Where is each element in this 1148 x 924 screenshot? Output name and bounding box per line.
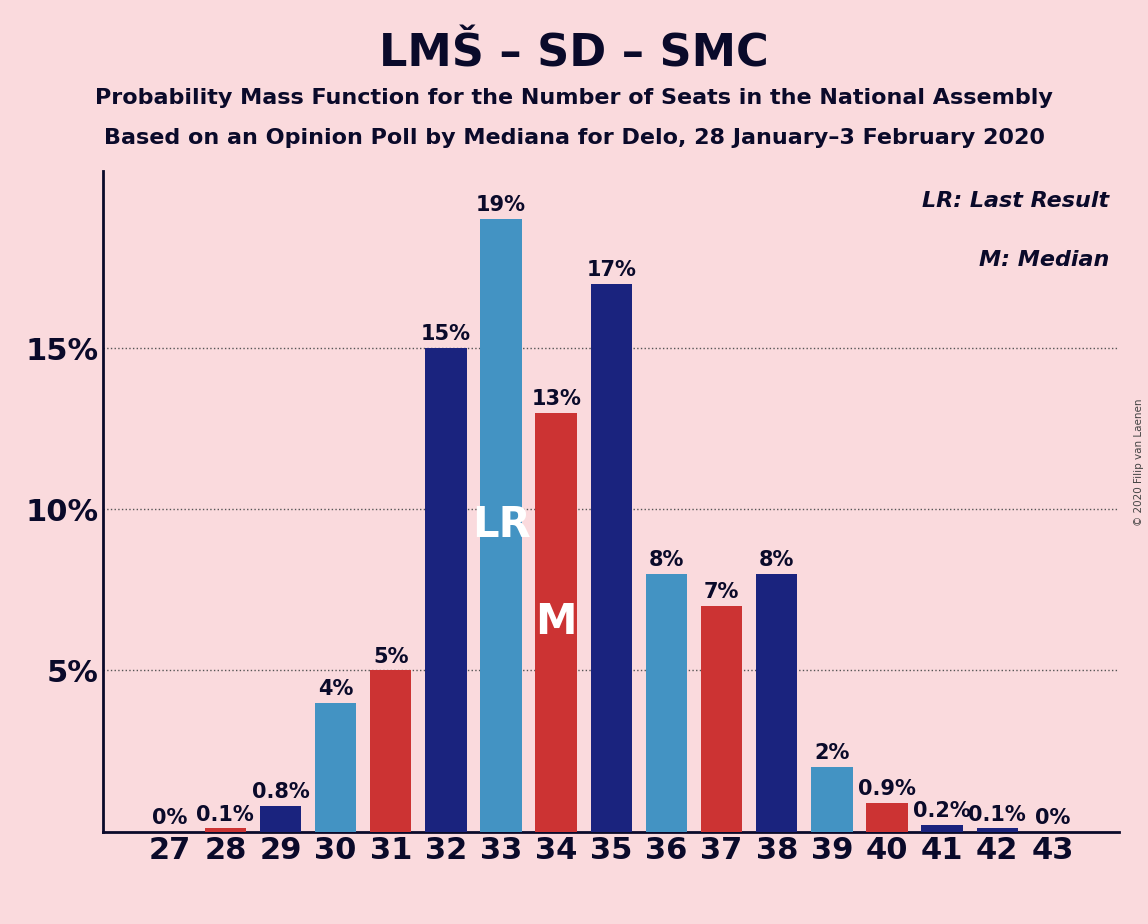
Text: 7%: 7% — [704, 582, 739, 602]
Text: 4%: 4% — [318, 679, 354, 699]
Text: 2%: 2% — [814, 743, 850, 763]
Bar — [701, 606, 743, 832]
Text: 5%: 5% — [373, 647, 409, 666]
Text: 13%: 13% — [532, 389, 581, 408]
Bar — [535, 413, 576, 832]
Bar — [259, 806, 301, 832]
Text: 0.2%: 0.2% — [914, 801, 971, 821]
Text: Based on an Opinion Poll by Mediana for Delo, 28 January–3 February 2020: Based on an Opinion Poll by Mediana for … — [103, 128, 1045, 148]
Text: 17%: 17% — [587, 260, 636, 280]
Text: 8%: 8% — [649, 550, 684, 570]
Bar — [370, 671, 411, 832]
Bar — [590, 284, 633, 832]
Text: M: M — [535, 602, 577, 643]
Bar — [922, 825, 963, 832]
Bar — [204, 829, 246, 832]
Bar — [757, 574, 798, 832]
Text: 0.1%: 0.1% — [969, 805, 1026, 824]
Text: Probability Mass Function for the Number of Seats in the National Assembly: Probability Mass Function for the Number… — [95, 88, 1053, 108]
Text: 0.1%: 0.1% — [196, 805, 254, 824]
Bar — [425, 348, 466, 832]
Text: 8%: 8% — [759, 550, 794, 570]
Text: LR: LR — [472, 505, 530, 546]
Bar — [812, 767, 853, 832]
Bar — [315, 702, 356, 832]
Text: 0%: 0% — [153, 808, 188, 828]
Text: 0.9%: 0.9% — [858, 779, 916, 798]
Bar — [480, 219, 521, 832]
Text: M: Median: M: Median — [979, 250, 1109, 270]
Bar — [867, 803, 908, 832]
Text: LMŠ – SD – SMC: LMŠ – SD – SMC — [379, 32, 769, 76]
Text: 15%: 15% — [421, 324, 471, 345]
Text: 0%: 0% — [1034, 808, 1070, 828]
Bar — [646, 574, 688, 832]
Text: 19%: 19% — [476, 195, 526, 215]
Bar — [977, 829, 1018, 832]
Text: 0.8%: 0.8% — [251, 782, 309, 802]
Text: © 2020 Filip van Laenen: © 2020 Filip van Laenen — [1134, 398, 1143, 526]
Text: LR: Last Result: LR: Last Result — [922, 190, 1109, 211]
